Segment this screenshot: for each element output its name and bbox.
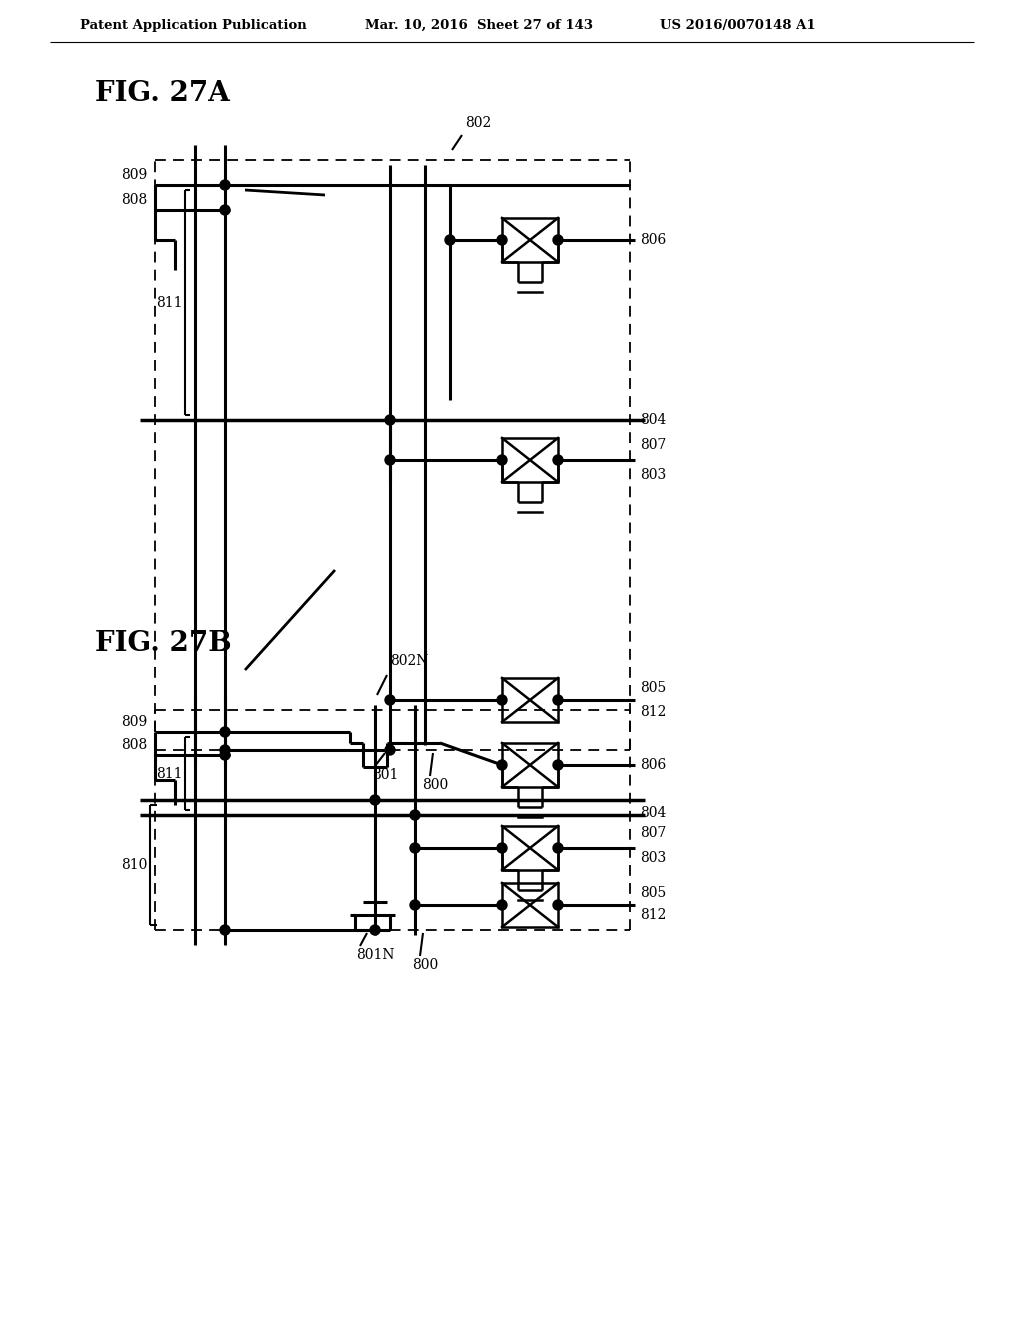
- Text: 803: 803: [640, 469, 667, 482]
- Circle shape: [497, 696, 507, 705]
- Text: 801: 801: [372, 768, 398, 781]
- Text: 804: 804: [640, 413, 667, 426]
- Circle shape: [497, 235, 507, 246]
- Circle shape: [553, 760, 563, 770]
- Text: 808: 808: [121, 193, 147, 207]
- Text: 810: 810: [121, 858, 147, 873]
- Circle shape: [220, 744, 230, 755]
- Circle shape: [410, 843, 420, 853]
- Text: 809: 809: [121, 715, 147, 729]
- Text: 806: 806: [640, 758, 667, 772]
- Bar: [502, 218, 558, 261]
- Circle shape: [370, 795, 380, 805]
- Text: Mar. 10, 2016  Sheet 27 of 143: Mar. 10, 2016 Sheet 27 of 143: [365, 18, 593, 32]
- Text: US 2016/0070148 A1: US 2016/0070148 A1: [660, 18, 816, 32]
- Text: 809: 809: [121, 168, 147, 182]
- Bar: [502, 438, 558, 482]
- Circle shape: [220, 750, 230, 760]
- Circle shape: [410, 810, 420, 820]
- Circle shape: [385, 455, 395, 465]
- Circle shape: [220, 727, 230, 737]
- Text: 811: 811: [157, 767, 183, 781]
- Circle shape: [370, 925, 380, 935]
- Circle shape: [553, 900, 563, 909]
- Text: 801N: 801N: [355, 948, 394, 962]
- Text: 811: 811: [157, 296, 183, 310]
- Text: 807: 807: [640, 438, 667, 451]
- Text: 812: 812: [640, 705, 667, 719]
- Text: 803: 803: [640, 851, 667, 865]
- Circle shape: [497, 843, 507, 853]
- Text: 807: 807: [640, 826, 667, 840]
- Text: 806: 806: [640, 234, 667, 247]
- Text: 800: 800: [412, 958, 438, 972]
- Text: FIG. 27A: FIG. 27A: [95, 81, 229, 107]
- Circle shape: [220, 205, 230, 215]
- Text: 812: 812: [640, 908, 667, 921]
- Circle shape: [553, 235, 563, 246]
- Text: 804: 804: [640, 807, 667, 820]
- Text: 800: 800: [422, 777, 449, 792]
- Circle shape: [497, 455, 507, 465]
- Circle shape: [497, 900, 507, 909]
- Bar: [502, 883, 558, 927]
- Bar: [502, 826, 558, 870]
- Text: 805: 805: [640, 681, 667, 696]
- Bar: [502, 743, 558, 787]
- Circle shape: [497, 760, 507, 770]
- Circle shape: [445, 235, 455, 246]
- Circle shape: [553, 455, 563, 465]
- Bar: [502, 678, 558, 722]
- Circle shape: [553, 843, 563, 853]
- Text: 802: 802: [465, 116, 492, 129]
- Circle shape: [385, 414, 395, 425]
- Circle shape: [220, 180, 230, 190]
- Circle shape: [385, 696, 395, 705]
- Text: 802N: 802N: [390, 653, 428, 668]
- Text: 808: 808: [121, 738, 147, 752]
- Text: 805: 805: [640, 886, 667, 900]
- Text: FIG. 27B: FIG. 27B: [95, 630, 231, 657]
- Circle shape: [553, 696, 563, 705]
- Circle shape: [385, 744, 395, 755]
- Circle shape: [220, 925, 230, 935]
- Circle shape: [410, 900, 420, 909]
- Text: Patent Application Publication: Patent Application Publication: [80, 18, 307, 32]
